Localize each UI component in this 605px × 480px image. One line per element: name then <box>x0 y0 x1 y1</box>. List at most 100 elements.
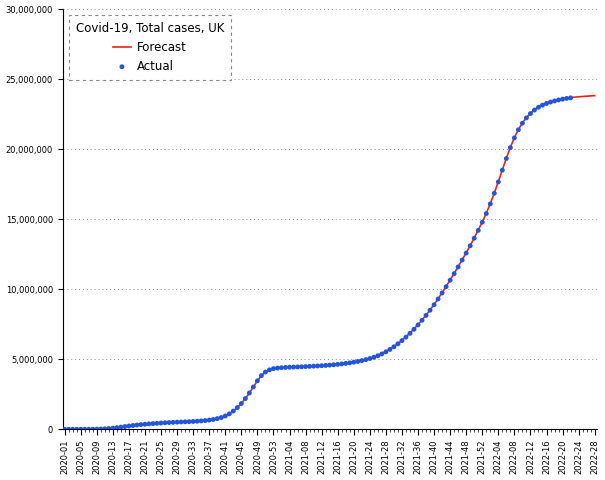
Actual <box>72 425 82 433</box>
Actual <box>541 100 551 108</box>
Actual <box>421 312 431 319</box>
Actual <box>457 256 467 264</box>
Actual <box>534 103 543 111</box>
Actual <box>489 190 499 197</box>
Actual <box>377 350 387 358</box>
Actual <box>469 234 479 242</box>
Forecast <box>591 93 598 98</box>
Actual <box>281 363 290 371</box>
Actual <box>337 360 347 368</box>
Actual <box>305 362 315 370</box>
Actual <box>188 418 198 425</box>
Actual <box>244 389 254 397</box>
Actual <box>369 353 379 361</box>
Forecast <box>97 426 105 432</box>
Forecast <box>410 326 417 332</box>
Actual <box>185 418 194 425</box>
Actual <box>341 360 350 367</box>
Actual <box>385 346 394 353</box>
Actual <box>273 364 283 372</box>
Actual <box>152 420 162 427</box>
Actual <box>361 356 371 363</box>
Actual <box>389 343 399 350</box>
Actual <box>357 357 367 364</box>
Actual <box>393 340 403 348</box>
Actual <box>349 359 359 366</box>
Actual <box>124 422 134 430</box>
Actual <box>445 276 455 284</box>
Actual <box>136 421 146 429</box>
Actual <box>100 425 110 432</box>
Actual <box>550 97 560 105</box>
Actual <box>317 362 327 370</box>
Actual <box>522 114 531 122</box>
Actual <box>296 363 306 371</box>
Actual <box>217 414 226 421</box>
Legend: Forecast, Actual: Forecast, Actual <box>68 15 231 80</box>
Actual <box>554 96 563 104</box>
Actual <box>241 395 250 402</box>
Actual <box>453 263 463 271</box>
Actual <box>558 96 567 103</box>
Actual <box>285 363 295 371</box>
Actual <box>116 423 126 431</box>
Actual <box>197 417 206 425</box>
Actual <box>164 419 174 426</box>
Actual <box>104 425 114 432</box>
Actual <box>373 352 383 360</box>
Forecast <box>427 307 434 313</box>
Actual <box>84 425 94 433</box>
Actual <box>381 348 391 356</box>
Actual <box>313 362 322 370</box>
Actual <box>365 355 374 362</box>
Actual <box>92 425 102 433</box>
Actual <box>485 200 495 208</box>
Actual <box>566 94 575 102</box>
Actual <box>64 425 74 433</box>
Actual <box>220 412 230 420</box>
Actual <box>465 242 475 250</box>
Actual <box>276 364 286 372</box>
Actual <box>212 415 222 422</box>
Forecast <box>559 96 566 102</box>
Actual <box>450 270 459 277</box>
Actual <box>229 407 238 415</box>
Actual <box>482 210 491 217</box>
Actual <box>180 418 190 426</box>
Actual <box>526 110 535 118</box>
Actual <box>112 424 122 432</box>
Actual <box>264 366 274 374</box>
Actual <box>148 420 158 427</box>
Actual <box>108 424 118 432</box>
Line: Forecast: Forecast <box>65 96 595 429</box>
Actual <box>409 325 419 333</box>
Actual <box>546 98 555 106</box>
Actual <box>514 126 523 133</box>
Actual <box>168 419 178 426</box>
Actual <box>156 419 166 427</box>
Actual <box>80 425 90 433</box>
Actual <box>437 289 447 297</box>
Actual <box>204 416 214 424</box>
Forecast <box>61 426 68 432</box>
Actual <box>68 425 77 433</box>
Actual <box>140 420 150 428</box>
Actual <box>345 359 355 367</box>
Actual <box>232 404 242 411</box>
Actual <box>509 134 519 142</box>
Actual <box>261 368 270 376</box>
Actual <box>293 363 302 371</box>
Actual <box>325 361 335 369</box>
Actual <box>160 419 170 427</box>
Actual <box>249 383 258 391</box>
Actual <box>176 418 186 426</box>
Actual <box>128 421 138 429</box>
Actual <box>192 418 202 425</box>
Actual <box>538 101 548 109</box>
Actual <box>333 360 342 368</box>
Actual <box>269 365 278 372</box>
Actual <box>257 372 266 380</box>
Actual <box>289 363 298 371</box>
Actual <box>329 361 339 369</box>
Actual <box>518 120 528 127</box>
